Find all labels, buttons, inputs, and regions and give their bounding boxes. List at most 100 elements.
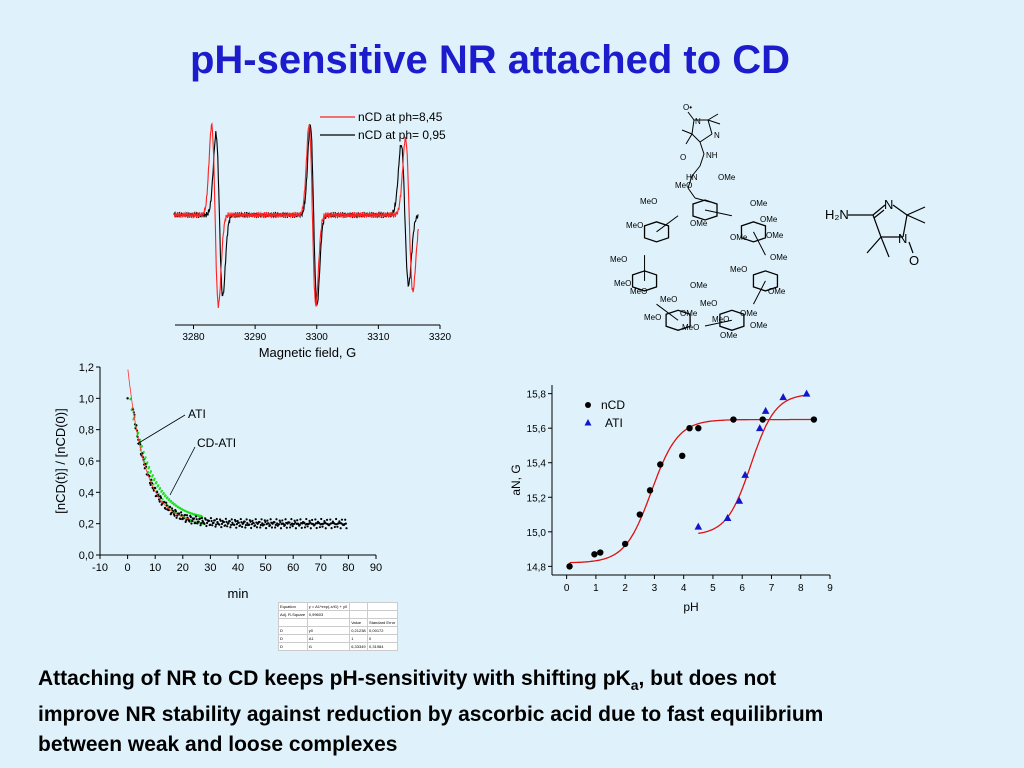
ati-point (308, 519, 311, 523)
ati-point (306, 525, 309, 528)
bond (699, 133, 713, 143)
fit-table-cell (349, 610, 369, 619)
ati-point (290, 518, 293, 521)
cd-ati-point (175, 504, 178, 507)
legend-marker-ati (584, 419, 592, 426)
ncd-point (730, 416, 737, 423)
methoxy-label: OMe (718, 173, 736, 182)
ati-point (264, 520, 267, 524)
methoxy-label: OMe (730, 233, 748, 242)
fit-results-table: Equation y = A1*exp(-x/t1) + y0 Adj. R-Squ… (278, 602, 398, 651)
ati-point (303, 526, 307, 529)
glycosidic-bond (704, 319, 733, 327)
ati-point (230, 518, 233, 521)
fit-curve (127, 369, 193, 521)
fit-table-cell (306, 618, 351, 627)
legend-label: nCD at ph=8,45 (358, 110, 443, 124)
x-tick-label: 4 (681, 583, 687, 594)
ring-n-label: N (884, 197, 893, 212)
ati-point (228, 520, 231, 523)
ati-point (215, 517, 218, 521)
ati-point (180, 511, 183, 514)
legend-label: nCD at ph= 0,95 (358, 128, 446, 142)
ati-point (345, 527, 348, 530)
y-tick-label: 0,6 (79, 456, 94, 468)
cd-ati-point (142, 450, 145, 454)
ati-point (174, 510, 178, 513)
x-tick-label: 80 (342, 562, 354, 574)
ph-chart: 0 1 2 3 4 5 6 7 8 9 14,8 15,0 15,2 15,4 15,6 15,8 pH aN, … (509, 385, 833, 614)
ati-point (309, 527, 312, 530)
ati-point (264, 527, 268, 530)
bond (685, 133, 693, 145)
cd-ati-point (157, 484, 160, 487)
ati-point (275, 518, 278, 521)
ati-point (198, 517, 202, 520)
ncd-point (646, 487, 654, 494)
methoxy-label: OMe (720, 331, 738, 340)
ati-point (292, 522, 296, 526)
x-axis-title: min (228, 586, 249, 601)
ati-point (199, 524, 202, 527)
ati-point (268, 524, 272, 527)
ati-point (263, 523, 266, 526)
ati-point (200, 516, 203, 520)
methoxy-label: OMe (680, 309, 698, 318)
ati-point (259, 526, 262, 529)
ring-n-label: N (695, 117, 701, 126)
glycosidic-bond (753, 231, 766, 256)
ati-point (325, 518, 329, 521)
caption-subscript: a (630, 677, 639, 694)
cd-ati-point (153, 477, 156, 480)
x-tick-label: 20 (177, 562, 189, 574)
legend-label: ATI (605, 416, 623, 430)
bond (687, 175, 693, 189)
oxyl-o-label: O (909, 253, 919, 268)
ncd-point (636, 511, 643, 518)
fit-table-cell (367, 602, 398, 611)
methoxy-label: MeO (614, 279, 631, 288)
fit-table-cell: t1 (306, 642, 351, 651)
amino-nitroxide-structure: H₂N N N O (825, 197, 926, 268)
ati-point (244, 526, 247, 529)
fit-table-cell: D (278, 642, 308, 651)
ncd-point (679, 452, 686, 460)
ati-point (252, 522, 255, 525)
methoxy-label: MeO (675, 181, 692, 190)
x-tick-label: 9 (827, 583, 833, 594)
y-tick-label: 15,6 (527, 424, 547, 435)
ati-point (335, 517, 338, 521)
ati-point (235, 526, 238, 529)
ati-point (281, 519, 284, 522)
hn-label: HN (686, 173, 698, 182)
fit-table-cell: 0,31984 (367, 642, 398, 651)
methoxy-label: OMe (740, 309, 758, 318)
legend-label: nCD (601, 398, 625, 412)
ati-point (154, 487, 157, 490)
ati-point (170, 511, 173, 515)
ati-point (190, 522, 193, 525)
ati-point (254, 518, 257, 521)
ncd-point (597, 549, 604, 556)
ati-point (200, 522, 203, 525)
glucose-ring (692, 199, 718, 221)
cd-ati-point (161, 498, 164, 501)
bond (699, 141, 705, 155)
ati-point (194, 515, 198, 518)
glycosidic-bond (656, 215, 679, 233)
ati-point (303, 521, 306, 524)
caption-line3: between weak and loose complexes (38, 733, 398, 757)
bond (681, 129, 693, 135)
fit-table-cell: A1 (306, 634, 351, 643)
x-tick-label: 70 (315, 562, 327, 574)
ati-point (226, 525, 229, 528)
x-tick-label: 0 (125, 562, 131, 574)
ati-point (285, 526, 288, 529)
fit-table-cell: D (278, 626, 308, 635)
ati-point (239, 524, 242, 527)
methoxy-label: MeO (660, 295, 677, 304)
ati-point (283, 523, 286, 527)
fit-table-row: Value Standard Error (278, 618, 398, 627)
ring-n-label: N (714, 131, 720, 140)
